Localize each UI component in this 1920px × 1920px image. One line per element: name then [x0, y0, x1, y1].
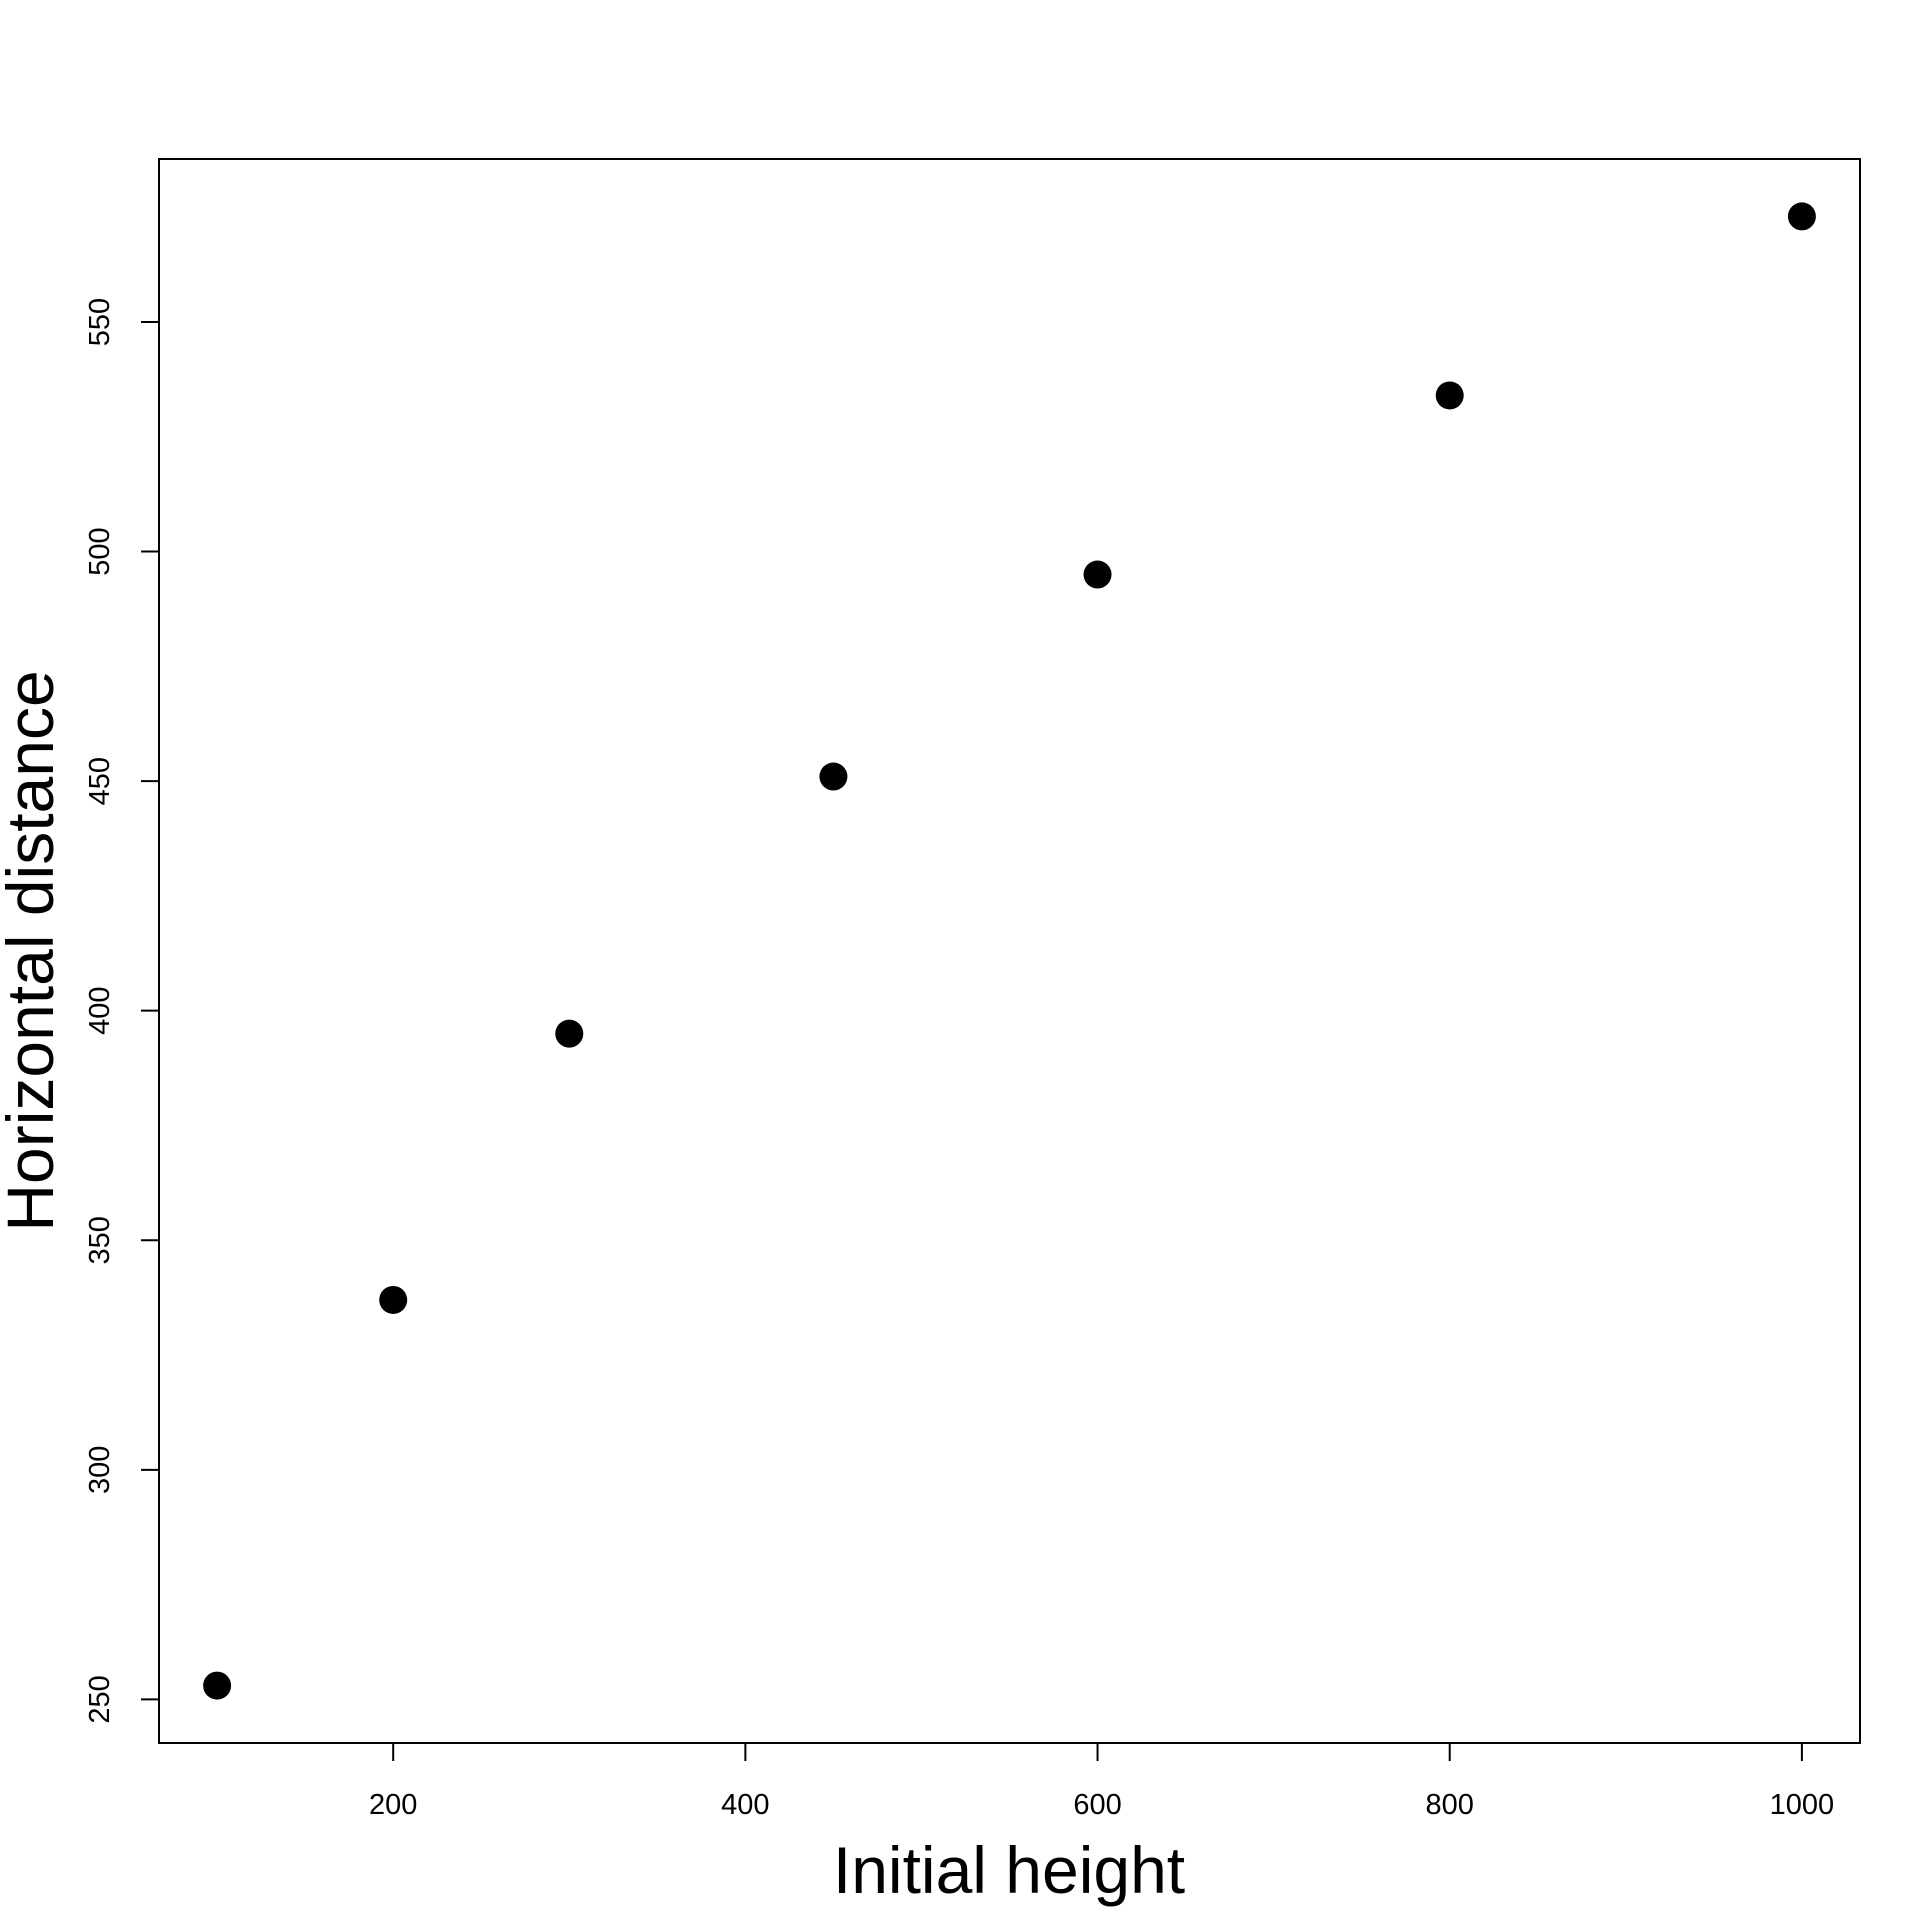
data-point — [203, 1671, 232, 1700]
y-axis: 250 300 350 400 450 500 550 — [84, 298, 160, 1724]
x-tick-label: 600 — [1073, 1789, 1121, 1821]
y-tick-label: 250 — [84, 1675, 116, 1723]
data-point — [379, 1285, 408, 1314]
x-tick-label: 800 — [1426, 1789, 1474, 1821]
x-axis-title: Initial height — [833, 1833, 1185, 1907]
y-tick-label: 350 — [84, 1216, 116, 1264]
data-point — [1083, 560, 1112, 589]
x-tick-label: 200 — [369, 1789, 417, 1821]
x-axis: 200 400 600 800 1000 — [369, 1742, 1835, 1821]
data-point — [1787, 202, 1816, 231]
y-tick-label: 300 — [84, 1446, 116, 1494]
x-tick-label: 400 — [721, 1789, 769, 1821]
y-axis-title: Horizontal distance — [0, 670, 67, 1231]
data-point — [819, 762, 848, 791]
y-tick-label: 550 — [84, 298, 116, 346]
data-point — [555, 1019, 584, 1048]
y-tick-label: 400 — [84, 986, 116, 1034]
y-tick-label: 500 — [84, 527, 116, 575]
data-points — [203, 202, 1816, 1700]
plot-frame — [158, 158, 1861, 1744]
data-point — [1435, 381, 1464, 410]
x-tick-label: 1000 — [1770, 1789, 1835, 1821]
y-tick-label: 450 — [84, 757, 116, 805]
